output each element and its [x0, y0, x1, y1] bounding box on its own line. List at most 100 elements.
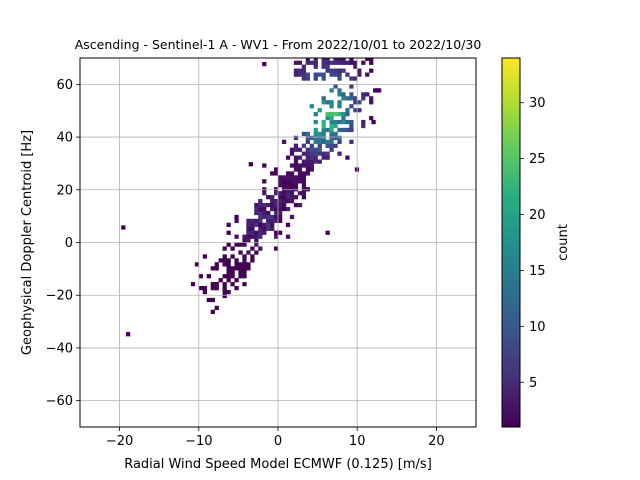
heatmap-cell: [274, 191, 279, 196]
colorbar-tick-label: 20: [529, 208, 546, 223]
heatmap-cell: [262, 206, 267, 212]
heatmap-cell: [289, 183, 295, 188]
heatmap-cell: [274, 218, 279, 224]
heatmap-cell: [289, 151, 295, 156]
heatmap-cell: [250, 218, 255, 224]
heatmap-cell: [242, 266, 247, 271]
heatmap-cell: [321, 131, 326, 137]
heatmap-cell: [333, 58, 338, 61]
heatmap-cell: [270, 199, 275, 204]
heatmap-cell: [369, 68, 374, 73]
heatmap-cell: [305, 159, 310, 164]
heatmap-cell: [285, 155, 291, 160]
heatmap-cell: [262, 179, 267, 184]
heatmap-cell: [222, 282, 227, 287]
heatmap-cell: [301, 163, 307, 168]
heatmap-cell: [325, 64, 330, 69]
heatmap-cell: [329, 100, 334, 105]
y-axis-label: Geophysical Doppler Centroid [Hz]: [20, 130, 35, 355]
heatmap-cell: [214, 285, 219, 291]
heatmap-cell: [278, 218, 283, 224]
heatmap-cell: [321, 119, 326, 125]
heatmap-cell: [325, 230, 330, 235]
heatmap-cell: [238, 274, 243, 279]
heatmap-cell: [285, 199, 291, 204]
heatmap-cell: [305, 171, 310, 176]
heatmap-cell: [309, 155, 314, 160]
heatmap-cell: [293, 60, 299, 65]
heatmap-cell: [258, 206, 263, 212]
heatmap-cell: [301, 191, 307, 196]
y-tick-label: −40: [46, 341, 73, 356]
heatmap-cell: [230, 246, 235, 251]
heatmap-cell: [218, 258, 223, 263]
heatmap-cell: [285, 206, 291, 212]
x-tick-label: 10: [349, 434, 366, 449]
heatmap-cell: [329, 60, 334, 65]
x-tick-label: 20: [428, 434, 445, 449]
heatmap-cell: [313, 64, 318, 69]
heatmap-cell: [329, 127, 334, 133]
heatmap-cell: [345, 72, 350, 77]
heatmap-cell: [222, 258, 227, 263]
heatmap-cell: [262, 187, 267, 192]
heatmap-cell: [345, 112, 350, 117]
heatmap-cell: [293, 183, 299, 188]
heatmap-cell: [329, 139, 334, 144]
colorbar-tick-label: 10: [529, 320, 546, 335]
heatmap-cell: [234, 214, 239, 220]
heatmap-cell: [270, 218, 275, 224]
heatmap-cell: [313, 131, 318, 137]
heatmap-cell: [333, 131, 338, 137]
heatmap-cell: [250, 246, 255, 251]
heatmap-cell: [278, 206, 283, 212]
heatmap-cell: [270, 206, 275, 212]
y-tick-label: 0: [65, 236, 73, 251]
heatmap-cell: [125, 332, 131, 337]
heatmap-cell: [333, 84, 338, 89]
heatmap-cell: [293, 195, 299, 200]
heatmap-cell: [341, 60, 346, 65]
heatmap-cell: [349, 96, 354, 101]
heatmap-cell: [258, 234, 263, 239]
heatmap-cell: [258, 214, 263, 220]
heatmap-cell: [242, 242, 247, 247]
heatmap-cell: [278, 199, 283, 204]
heatmap-cell: [333, 68, 338, 73]
heatmap-cell: [210, 297, 215, 303]
heatmap-cell: [266, 226, 271, 231]
y-tick-label: 40: [56, 131, 73, 146]
heatmap-cell: [329, 112, 334, 117]
heatmap-cell: [341, 92, 346, 97]
heatmap-cell: [281, 179, 287, 184]
heatmap-cell: [317, 135, 322, 140]
heatmap-cell: [270, 226, 275, 231]
heatmap-cell: [321, 100, 326, 105]
colorbar-ticks: 5 10 15 20 25 30: [520, 96, 546, 391]
heatmap-cell: [369, 100, 374, 105]
heatmap-cell: [345, 108, 350, 113]
heatmap-cell: [202, 285, 208, 291]
heatmap-cell: [301, 131, 307, 137]
heatmap-cell: [357, 108, 362, 113]
y-tick-label: −20: [46, 289, 73, 304]
heatmap-cell: [301, 64, 307, 69]
heatmap-cell: [313, 147, 318, 152]
heatmap-cell: [297, 163, 303, 168]
heatmap-cell: [313, 112, 318, 117]
heatmap-cell: [281, 199, 287, 204]
heatmap-cell: [206, 274, 211, 279]
heatmap-cell: [274, 246, 279, 251]
heatmap-cells: [121, 58, 382, 337]
heatmap-cell: [341, 112, 346, 117]
heatmap-cell: [341, 58, 346, 61]
heatmap-cell: [301, 143, 307, 148]
heatmap-cell: [254, 222, 259, 227]
heatmap-cell: [309, 104, 314, 109]
heatmap-cell: [230, 266, 235, 271]
heatmap-cell: [222, 293, 227, 299]
heatmap-cell: [333, 112, 338, 117]
heatmap-cell: [238, 266, 243, 271]
heatmap-cell: [285, 187, 291, 192]
heatmap-cell: [349, 119, 354, 125]
